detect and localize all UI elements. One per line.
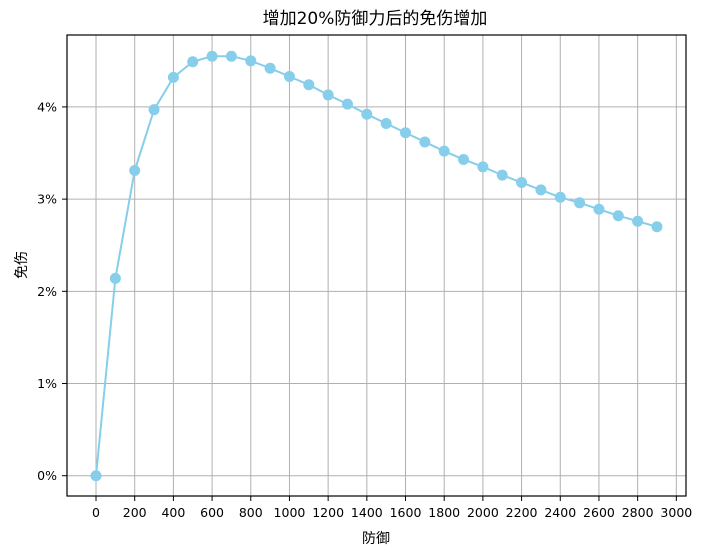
x-tick-label: 1200 xyxy=(312,505,344,520)
data-point xyxy=(187,56,199,68)
data-point xyxy=(129,165,141,177)
data-point xyxy=(303,79,315,91)
x-tick-label: 0 xyxy=(92,505,100,520)
data-point xyxy=(458,153,470,165)
x-tick-label: 2800 xyxy=(622,505,654,520)
data-point xyxy=(264,62,276,74)
data-point xyxy=(400,127,412,139)
data-point xyxy=(612,210,624,222)
data-point xyxy=(148,104,160,116)
x-tick-label: 2200 xyxy=(506,505,538,520)
x-tick-label: 2000 xyxy=(467,505,499,520)
data-point xyxy=(632,215,644,227)
x-tick-label: 800 xyxy=(239,505,263,520)
axis-ticks: 0 200 400 600 800 1000 1200 1400 1600 1800 2000 220… xyxy=(37,99,692,520)
data-point xyxy=(574,197,586,209)
x-tick-label: 2600 xyxy=(583,505,615,520)
x-tick-label: 3000 xyxy=(660,505,692,520)
x-tick-label: 1600 xyxy=(390,505,422,520)
data-point xyxy=(651,221,663,233)
x-tick-label: 2400 xyxy=(544,505,576,520)
y-axis-label: 免伤 xyxy=(14,251,30,279)
y-tick-label: 0% xyxy=(37,468,57,483)
data-point xyxy=(225,50,237,62)
data-point xyxy=(516,177,528,189)
y-tick-label: 4% xyxy=(37,99,57,114)
x-tick-label: 400 xyxy=(161,505,185,520)
data-point xyxy=(419,136,431,148)
y-tick-label: 2% xyxy=(37,284,57,299)
y-tick-label: 1% xyxy=(37,376,57,391)
data-point xyxy=(109,272,121,284)
data-point xyxy=(322,89,334,101)
x-axis-label: 防御 xyxy=(362,531,390,547)
data-point xyxy=(477,161,489,173)
data-point xyxy=(90,470,102,482)
data-point xyxy=(245,55,257,67)
data-point xyxy=(496,169,508,181)
x-tick-label: 1000 xyxy=(274,505,306,520)
x-tick-label: 1800 xyxy=(428,505,460,520)
data-point xyxy=(438,145,450,157)
plot-frame xyxy=(66,34,687,497)
y-tick-label: 3% xyxy=(37,192,57,207)
x-tick-label: 600 xyxy=(200,505,224,520)
data-point xyxy=(167,71,179,83)
x-tick-label: 200 xyxy=(123,505,147,520)
series-line xyxy=(95,55,658,476)
data-point xyxy=(361,108,373,120)
chart-title: 增加20%防御力后的免伤增加 xyxy=(263,9,488,29)
data-point xyxy=(535,184,547,196)
data-point xyxy=(554,191,566,203)
data-point xyxy=(593,203,605,215)
data-point xyxy=(380,118,392,130)
x-tick-label: 1400 xyxy=(351,505,383,520)
data-point xyxy=(341,98,353,110)
grid-lines xyxy=(67,35,686,496)
data-point xyxy=(283,70,295,82)
data-point xyxy=(206,50,218,62)
series-layer xyxy=(90,50,663,482)
